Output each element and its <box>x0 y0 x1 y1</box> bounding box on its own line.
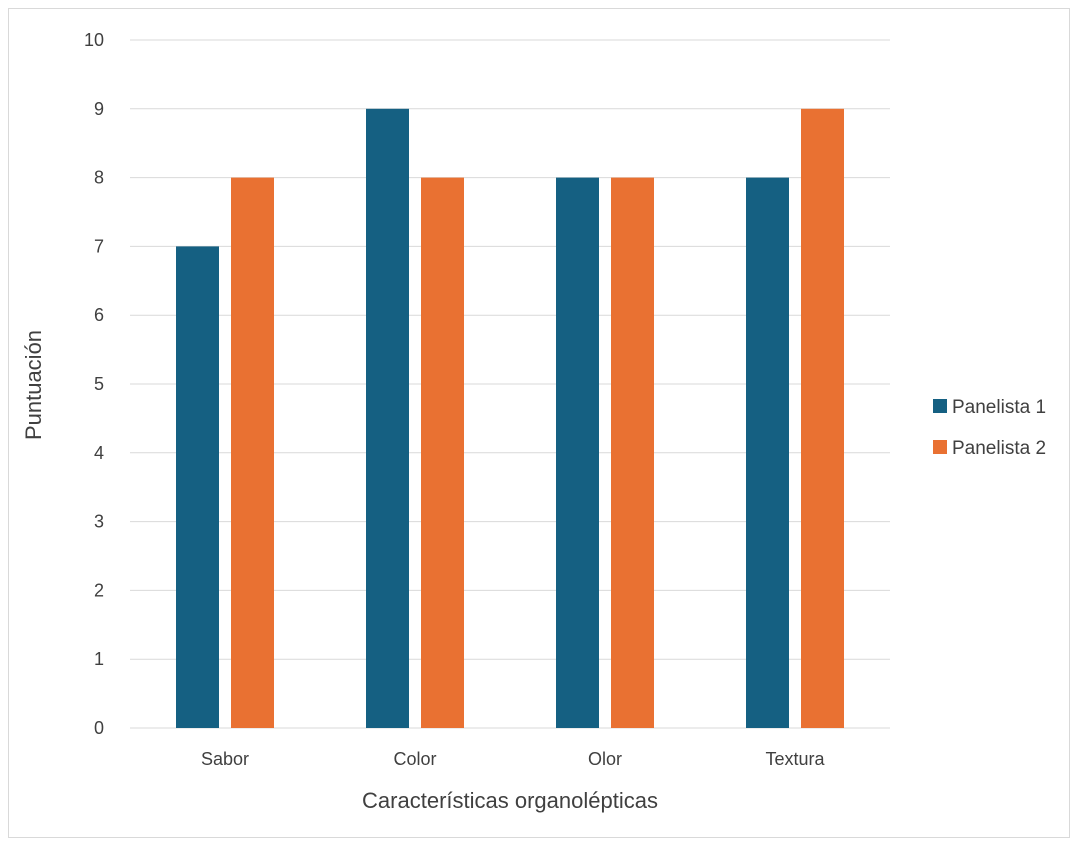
bar-panelista-2-sabor <box>231 177 274 729</box>
x-tick-label: Olor <box>588 749 622 769</box>
y-tick-label: 7 <box>94 236 104 256</box>
y-tick-label: 4 <box>94 443 104 463</box>
x-axis-ticks: Sabor Color Olor Textura <box>201 749 826 769</box>
legend-swatch <box>933 399 947 413</box>
y-axis-title: Puntuación <box>21 330 46 440</box>
bar-panelista-1-olor <box>556 177 599 729</box>
y-axis-ticks: 0 1 2 3 4 5 6 7 8 9 10 <box>84 30 104 738</box>
x-tick-label: Sabor <box>201 749 249 769</box>
x-tick-label: Textura <box>765 749 825 769</box>
bar-panelista-2-textura <box>801 108 844 729</box>
y-tick-label: 8 <box>94 168 104 188</box>
bar-panelista-1-textura <box>746 177 789 729</box>
y-tick-label: 2 <box>94 580 104 600</box>
bar-panelista-2-olor <box>611 177 654 729</box>
bars <box>176 108 844 729</box>
bar-panelista-2-color <box>421 177 464 729</box>
y-tick-label: 5 <box>94 374 104 394</box>
y-tick-label: 1 <box>94 649 104 669</box>
legend-label: Panelista 1 <box>952 397 1046 418</box>
legend: Panelista 1 Panelista 2 <box>933 397 1046 459</box>
y-tick-label: 0 <box>94 718 104 738</box>
legend-swatch <box>933 440 947 454</box>
y-tick-label: 9 <box>94 99 104 119</box>
y-tick-label: 10 <box>84 30 104 50</box>
bar-panelista-1-color <box>366 108 409 729</box>
y-tick-label: 3 <box>94 512 104 532</box>
x-tick-label: Color <box>393 749 436 769</box>
legend-label: Panelista 2 <box>952 438 1046 459</box>
y-tick-label: 6 <box>94 305 104 325</box>
bar-panelista-1-sabor <box>176 246 219 728</box>
x-axis-title: Características organolépticas <box>362 788 658 813</box>
